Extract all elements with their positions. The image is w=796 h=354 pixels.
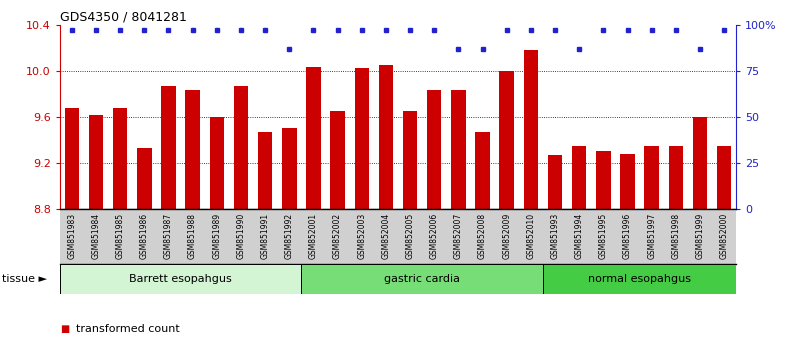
Text: gastric cardia: gastric cardia [384,274,460,284]
Text: GSM852008: GSM852008 [478,213,487,259]
Bar [548,155,562,209]
Text: GSM852002: GSM852002 [333,213,342,259]
Bar [209,117,224,209]
Bar [330,111,345,209]
Text: GSM851987: GSM851987 [164,213,173,259]
Bar [620,154,635,209]
Text: GSM852005: GSM852005 [406,213,415,259]
Text: GSM851994: GSM851994 [575,213,583,259]
Bar [717,145,732,209]
Bar [354,69,369,209]
Text: GDS4350 / 8041281: GDS4350 / 8041281 [60,11,186,24]
Text: normal esopahgus: normal esopahgus [588,274,691,284]
Bar [161,86,176,209]
Text: GSM852001: GSM852001 [309,213,318,259]
Bar [572,145,587,209]
Bar [403,111,417,209]
Text: GSM851986: GSM851986 [140,213,149,259]
Bar [379,65,393,209]
Bar [693,117,708,209]
Text: GSM851999: GSM851999 [696,213,704,259]
Bar [596,152,611,209]
Text: GSM851989: GSM851989 [213,213,221,259]
Bar [258,132,272,209]
Text: GSM852006: GSM852006 [430,213,439,259]
Text: GSM851983: GSM851983 [68,213,76,259]
Text: GSM851993: GSM851993 [551,213,560,259]
Text: tissue ►: tissue ► [2,274,47,284]
Bar [427,90,442,209]
FancyBboxPatch shape [543,264,736,294]
Bar [645,145,659,209]
Text: ■: ■ [60,324,69,334]
Text: GSM851996: GSM851996 [623,213,632,259]
Text: transformed count: transformed count [76,324,179,334]
Text: GSM851990: GSM851990 [236,213,245,259]
Text: GSM851992: GSM851992 [285,213,294,259]
Text: GSM852010: GSM852010 [526,213,536,259]
Bar [113,108,127,209]
FancyBboxPatch shape [302,264,543,294]
FancyBboxPatch shape [60,264,302,294]
Text: GSM851998: GSM851998 [671,213,681,259]
Text: GSM852003: GSM852003 [357,213,366,259]
Text: GSM852004: GSM852004 [381,213,390,259]
Bar [185,90,200,209]
Bar [451,90,466,209]
Text: GSM852009: GSM852009 [502,213,511,259]
Text: GSM852007: GSM852007 [454,213,463,259]
Text: GSM851988: GSM851988 [188,213,197,259]
Text: GSM851997: GSM851997 [647,213,656,259]
Bar [282,129,296,209]
Bar [306,67,321,209]
Text: GSM851984: GSM851984 [92,213,100,259]
Bar [64,108,79,209]
Text: GSM851991: GSM851991 [260,213,270,259]
Bar [88,115,103,209]
Bar [524,50,538,209]
Bar [234,86,248,209]
Bar [137,148,151,209]
Bar [669,145,683,209]
Text: GSM852000: GSM852000 [720,213,728,259]
Bar [475,132,490,209]
Text: GSM851995: GSM851995 [599,213,608,259]
Text: Barrett esopahgus: Barrett esopahgus [129,274,232,284]
Text: GSM851985: GSM851985 [115,213,125,259]
Bar [500,71,514,209]
